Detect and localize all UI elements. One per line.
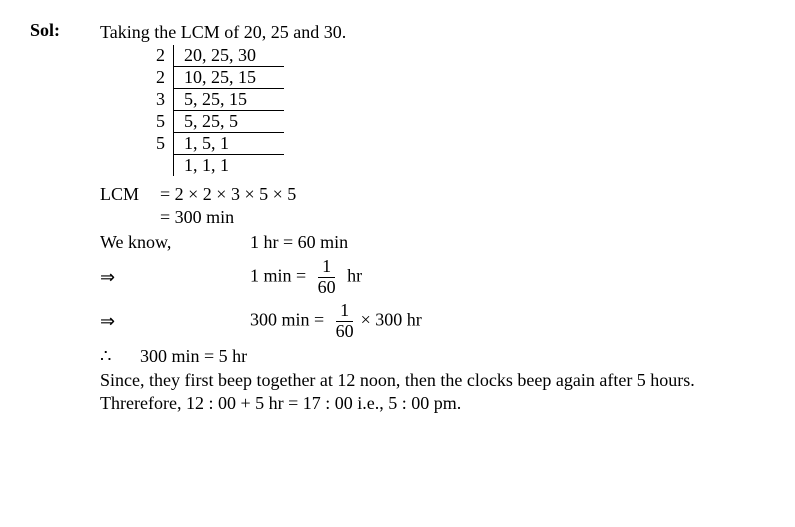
intro-text: Taking the LCM of 20, 25 and 30. [100, 22, 765, 43]
frac-num: 1 [336, 301, 353, 322]
fraction: 160 [332, 301, 358, 342]
conversion-3: 300 min = 160× 300 hr [250, 301, 422, 342]
lcm-nums: 20, 25, 30 [174, 45, 284, 67]
conclusion-1: Since, they first beep together at 12 no… [100, 370, 765, 391]
we-know-line: We know, 1 hr = 60 min [100, 230, 765, 254]
lcm-lhs: LCM [100, 184, 160, 205]
lcm-ladder-table: 2 20, 25, 30 2 10, 25, 15 3 5, 25, 15 5 … [140, 45, 765, 176]
lcm-lhs-empty [100, 207, 160, 228]
conversion-1: 1 hr = 60 min [250, 232, 348, 253]
implies-icon: ⇒ [100, 311, 250, 332]
frac-den: 60 [332, 322, 358, 342]
lcm-nums: 5, 25, 5 [174, 111, 284, 133]
implies-icon: ⇒ [100, 267, 250, 288]
conv3-lhs: 300 min = [250, 309, 329, 329]
we-know-label: We know, [100, 232, 250, 253]
lcm-divisor [140, 155, 174, 176]
lcm-nums: 5, 25, 15 [174, 89, 284, 111]
solution-block: Sol: Taking the LCM of 20, 25 and 30. 2 … [30, 20, 765, 416]
lcm-nums: 10, 25, 15 [174, 67, 284, 89]
lcm-val: = 300 min [160, 207, 234, 228]
lcm-divisor: 5 [140, 133, 174, 155]
lcm-row: 2 20, 25, 30 [140, 45, 765, 67]
lcm-nums: 1, 5, 1 [174, 133, 284, 155]
lcm-rhs: = 2 × 2 × 3 × 5 × 5 [160, 184, 296, 205]
lcm-row: 3 5, 25, 15 [140, 89, 765, 111]
lcm-row: 1, 1, 1 [140, 155, 765, 176]
conversion-2-line: ⇒ 1 min = 160 hr [100, 256, 765, 298]
result-line: ∴ 300 min = 5 hr [100, 344, 765, 368]
lcm-divisor: 2 [140, 45, 174, 67]
therefore-icon: ∴ [100, 346, 140, 367]
conv2-lhs: 1 min = [250, 265, 311, 285]
lcm-row: 2 10, 25, 15 [140, 67, 765, 89]
solution-label: Sol: [30, 20, 100, 416]
lcm-divisor: 5 [140, 111, 174, 133]
conv3-rhs: × 300 hr [361, 309, 422, 329]
lcm-expression: LCM = 2 × 2 × 3 × 5 × 5 [100, 184, 765, 205]
lcm-divisor: 2 [140, 67, 174, 89]
lcm-row: 5 5, 25, 5 [140, 111, 765, 133]
lcm-nums: 1, 1, 1 [174, 155, 284, 176]
conversion-3-line: ⇒ 300 min = 160× 300 hr [100, 300, 765, 342]
solution-content: Taking the LCM of 20, 25 and 30. 2 20, 2… [100, 20, 765, 416]
conclusion-2: Threrefore, 12 : 00 + 5 hr = 17 : 00 i.e… [100, 393, 765, 414]
conversion-2: 1 min = 160 hr [250, 257, 362, 298]
result-text: 300 min = 5 hr [140, 346, 247, 367]
lcm-row: 5 1, 5, 1 [140, 133, 765, 155]
lcm-divisor: 3 [140, 89, 174, 111]
fraction: 160 [314, 257, 340, 298]
frac-den: 60 [314, 278, 340, 298]
lcm-value: = 300 min [100, 207, 765, 228]
frac-num: 1 [318, 257, 335, 278]
conv2-rhs: hr [343, 265, 363, 285]
